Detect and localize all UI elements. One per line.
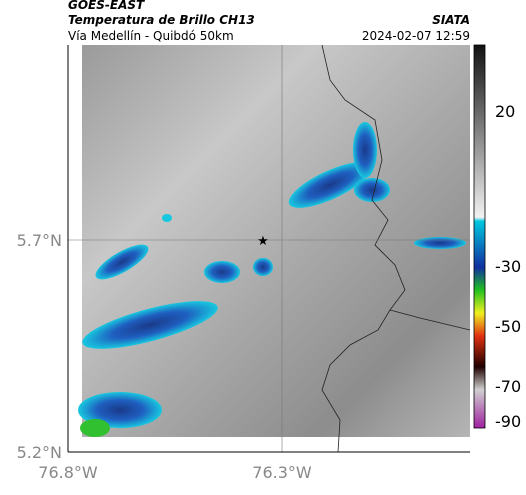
colorbar-label: -50 <box>495 317 521 336</box>
timestamp: 2024-02-07 12:59 <box>362 29 470 43</box>
x-tick-label: 76.3°W <box>252 463 312 482</box>
colorbar-label: -90 <box>495 412 521 431</box>
border <box>321 44 471 453</box>
y-tick-label: 5.2°N <box>17 443 62 462</box>
title: Temperatura de Brillo CH13 <box>68 13 255 27</box>
source: GOES-EAST <box>68 0 145 12</box>
colorbar-label: 20 <box>495 102 515 121</box>
satellite-image <box>78 45 470 437</box>
subtitle: Vía Medellín - Quibdó 50km <box>68 29 234 43</box>
colorbar-label: -30 <box>495 257 521 276</box>
star-marker: ★ <box>257 234 269 249</box>
y-tick-label: 5.7°N <box>17 231 62 250</box>
colorbar <box>473 44 486 429</box>
x-tick-label: 76.8°W <box>38 463 98 482</box>
colorbar-label: -70 <box>495 377 521 396</box>
agency: SIATA <box>432 13 470 27</box>
